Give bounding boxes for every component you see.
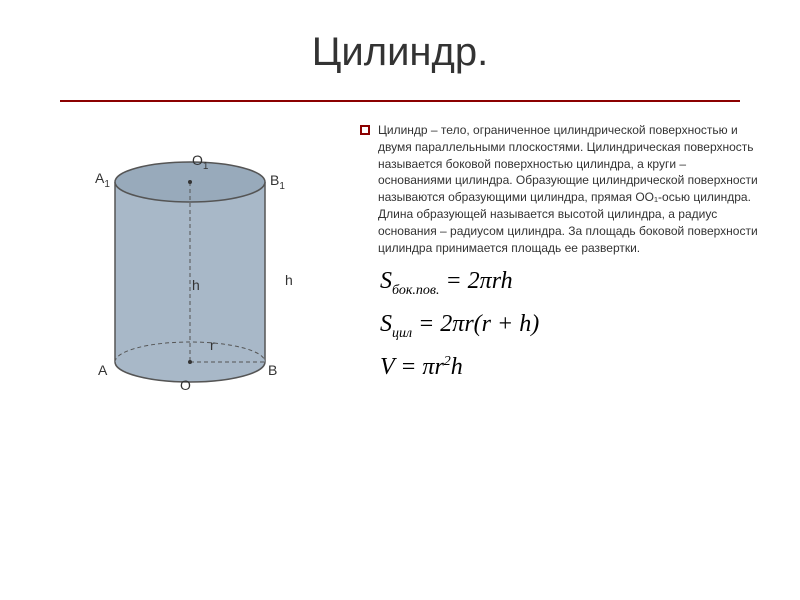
definition-text: Цилиндр – тело, ограниченное цилиндричес… (378, 122, 760, 256)
label-a: A (98, 362, 107, 378)
label-b1: B1 (270, 172, 285, 192)
slide-title: Цилиндр. (0, 0, 800, 75)
formula-volume-rhs: = πr2h (400, 354, 463, 380)
label-o1: O1 (192, 152, 208, 172)
formula-lateral-surface: Sбок.пов. = 2πrh (380, 268, 760, 299)
content-row: O1 A1 B1 h h r A B O Цилиндр – тело, огр… (0, 122, 800, 502)
label-r: r (210, 337, 215, 353)
formula-volume: V = πr2h (380, 354, 760, 381)
label-a1: A1 (95, 170, 110, 190)
label-h-outside: h (285, 272, 293, 288)
label-h-inside: h (192, 277, 200, 293)
cylinder-diagram: O1 A1 B1 h h r A B O (40, 122, 340, 502)
label-b: B (268, 362, 277, 378)
label-o: O (180, 377, 191, 393)
bullet-paragraph: Цилиндр – тело, ограниченное цилиндричес… (360, 122, 760, 256)
square-bullet-icon (360, 125, 370, 135)
divider-line (60, 100, 740, 102)
text-column: Цилиндр – тело, ограниченное цилиндричес… (340, 122, 760, 502)
formula-total-surface: Sцил = 2πr(r + h) (380, 311, 760, 342)
